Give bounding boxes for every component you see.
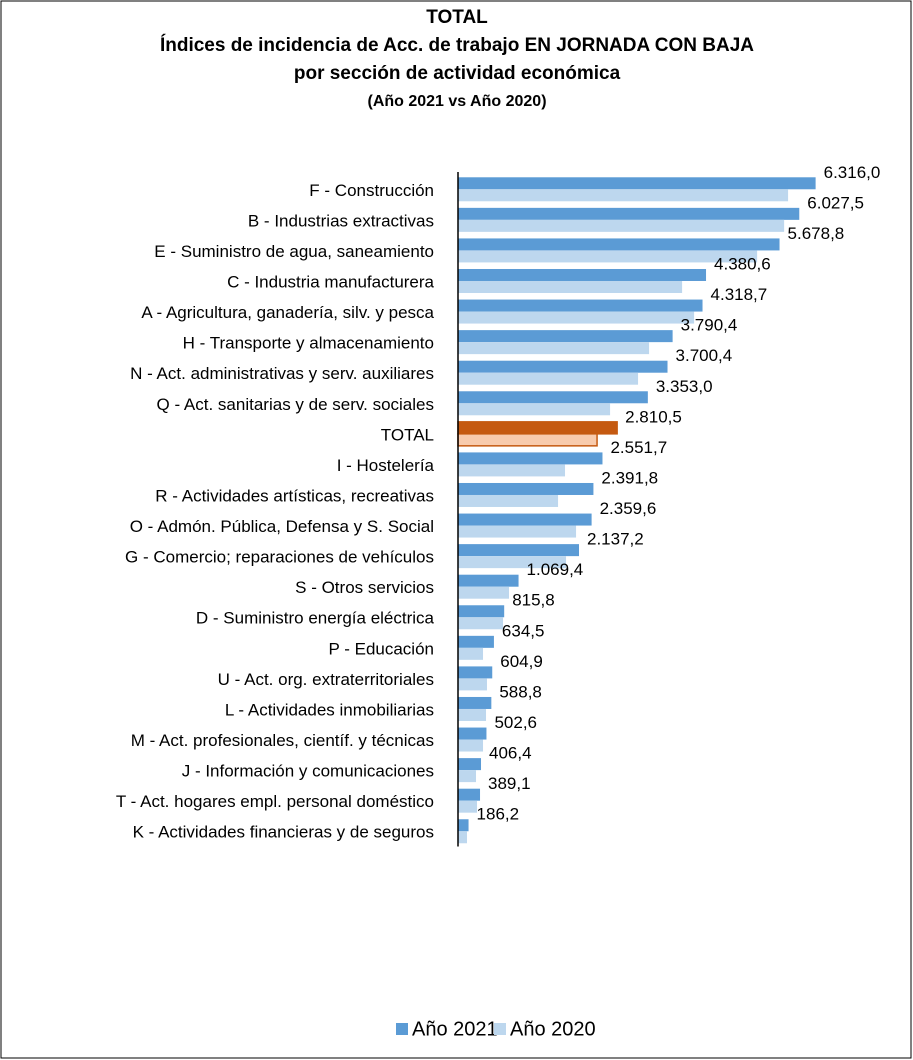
y-tick-label: R - Actividades artísticas, recreativas: [155, 486, 434, 505]
y-tick-label: J - Información y comunicaciones: [182, 762, 434, 781]
bar: [458, 800, 478, 813]
data-label: 2.359,6: [600, 499, 657, 518]
legend-label: Año 2020: [510, 1018, 596, 1040]
bar: [458, 666, 493, 679]
y-tick-label: F - Construcción: [309, 181, 434, 200]
data-label: 3.700,4: [676, 346, 733, 365]
y-tick-label: E - Suministro de agua, saneamiento: [154, 242, 434, 261]
chart-subtitle: (Año 2021 vs Año 2020): [367, 93, 546, 110]
data-label: 186,2: [477, 805, 520, 824]
bar: [458, 452, 603, 465]
y-tick-label: I - Hostelería: [337, 456, 435, 475]
data-label: 2.137,2: [587, 530, 644, 549]
bar: [458, 238, 780, 251]
data-label: 2.810,5: [625, 407, 682, 426]
data-label: 2.551,7: [610, 438, 667, 457]
bar: [458, 299, 703, 312]
bar: [458, 513, 592, 526]
y-tick-label: C - Industria manufacturera: [227, 272, 434, 291]
bar: [458, 494, 559, 507]
y-tick-label: L - Actividades inmobiliarias: [225, 700, 434, 719]
y-tick-label: G - Comercio; reparaciones de vehículos: [125, 548, 434, 567]
chart-subtitle: Índices de incidencia de Acc. de trabajo…: [160, 34, 754, 56]
bar: [458, 647, 484, 660]
chart-subtitle: por sección de actividad económica: [294, 63, 621, 84]
y-tick-label: A - Agricultura, ganadería, silv. y pesc…: [141, 303, 434, 322]
bar: [458, 525, 577, 538]
bar: [458, 739, 484, 752]
bar: [458, 556, 567, 569]
bar: [458, 342, 650, 355]
y-tick-label: K - Actividades financieras y de seguros: [133, 823, 434, 842]
y-tick-label: U - Act. org. extraterritoriales: [218, 670, 434, 689]
bar: [458, 831, 468, 844]
bar: [458, 586, 510, 599]
bar: [458, 189, 789, 202]
bar: [458, 617, 504, 630]
bar: [458, 635, 494, 648]
data-label: 6.027,5: [807, 193, 864, 212]
data-label: 3.353,0: [656, 377, 713, 396]
y-tick-label: B - Industrias extractivas: [248, 211, 434, 230]
y-tick-label: O - Admón. Pública, Defensa y S. Social: [130, 517, 434, 536]
bar: [458, 311, 695, 324]
legend-label: Año 2021: [412, 1018, 498, 1040]
bar: [458, 219, 785, 232]
bar: [458, 464, 566, 477]
bar: [458, 330, 673, 343]
y-tick-label: P - Educación: [328, 639, 434, 658]
bar: [458, 788, 481, 801]
bar: [458, 372, 639, 385]
legend-swatch: [396, 1023, 408, 1035]
data-label: 2.391,8: [601, 468, 658, 487]
bar: [458, 250, 758, 263]
bar: [458, 207, 800, 220]
data-label: 634,5: [502, 621, 545, 640]
y-tick-label: S - Otros servicios: [295, 578, 434, 597]
data-label: 4.318,7: [711, 285, 768, 304]
bar: [458, 177, 816, 190]
bar: [458, 360, 668, 373]
chart-title: TOTAL: [426, 7, 488, 28]
y-tick-label: Q - Act. sanitarias y de serv. sociales: [157, 395, 434, 414]
bar: [457, 421, 618, 435]
bar: [457, 433, 598, 447]
data-label: 3.790,4: [681, 316, 738, 335]
bar: [458, 280, 683, 293]
data-label: 815,8: [512, 591, 555, 610]
bar: [458, 708, 487, 721]
bar: [458, 268, 707, 281]
bar: [458, 605, 505, 618]
data-label: 6.316,0: [824, 163, 881, 182]
y-tick-label: TOTAL: [381, 425, 434, 444]
data-label: 588,8: [499, 682, 542, 701]
bar: [458, 391, 648, 404]
data-label: 4.380,6: [714, 254, 771, 273]
bar: [458, 758, 482, 771]
y-tick-label: N - Act. administrativas y serv. auxilia…: [130, 364, 434, 383]
data-label: 389,1: [488, 774, 531, 793]
bar: [458, 770, 477, 783]
data-label: 604,9: [500, 652, 543, 671]
bar: [458, 403, 611, 416]
data-label: 406,4: [489, 744, 532, 763]
data-label: 5.678,8: [788, 224, 845, 243]
bar: [458, 678, 487, 691]
data-label: 502,6: [494, 713, 537, 732]
y-tick-label: M - Act. profesionales, científ. y técni…: [131, 731, 434, 750]
bar: [458, 696, 492, 709]
y-tick-label: H - Transporte y almacenamiento: [183, 334, 434, 353]
bar: [458, 819, 469, 832]
y-tick-label: D - Suministro energía eléctrica: [196, 609, 435, 628]
data-label: 1.069,4: [527, 560, 584, 579]
bar: [458, 544, 580, 557]
bar: [458, 482, 594, 495]
bar: [458, 727, 487, 740]
y-tick-label: T - Act. hogares empl. personal doméstic…: [116, 792, 434, 811]
legend-swatch: [494, 1023, 506, 1035]
bar: [458, 574, 519, 587]
